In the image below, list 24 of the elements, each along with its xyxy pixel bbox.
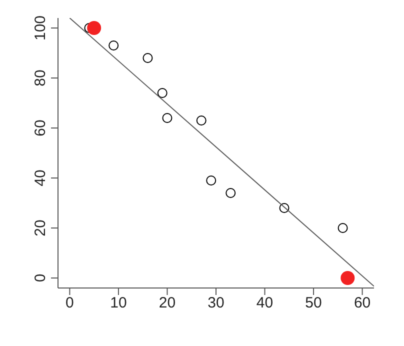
point <box>108 40 119 50</box>
point <box>226 188 236 198</box>
point <box>338 223 348 233</box>
point <box>279 203 290 213</box>
x-tick-label: 60 <box>354 294 371 312</box>
point <box>87 21 102 35</box>
y-tick-label: 100 <box>32 15 49 41</box>
y-tick-label: 0 <box>32 274 49 282</box>
x-tick-label: 0 <box>66 294 74 312</box>
x-tick-label: 20 <box>158 294 176 312</box>
y-tick-label: 40 <box>32 170 49 186</box>
y-tick-label: 80 <box>32 70 49 86</box>
point <box>157 88 168 98</box>
point <box>142 53 153 63</box>
point <box>162 113 172 123</box>
point <box>206 176 216 186</box>
y-tick-label: 60 <box>32 120 49 136</box>
x-tick-label: 10 <box>110 294 127 312</box>
x-tick-label: 40 <box>256 294 274 312</box>
point <box>196 116 206 126</box>
x-tick-label: 30 <box>208 294 224 312</box>
point <box>340 271 355 285</box>
x-tick-label: 50 <box>305 294 322 312</box>
y-tick-label: 20 <box>32 220 49 236</box>
